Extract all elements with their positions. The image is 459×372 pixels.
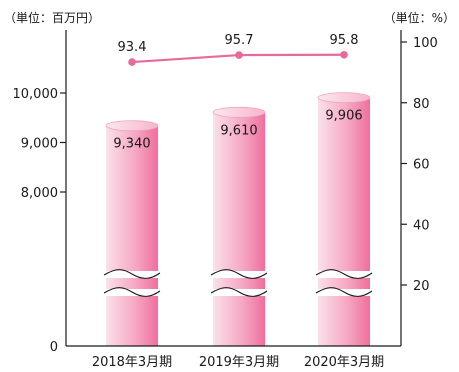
bar-3: [315, 92, 373, 346]
left-tick-label: 9,000: [21, 137, 58, 152]
line-point: [128, 58, 136, 66]
axis-break-mark: [103, 269, 161, 279]
left-tick-label: 8,000: [21, 186, 58, 201]
bar-cap: [212, 106, 266, 118]
axis-break-mark: [210, 269, 268, 279]
left-tick-label: 0: [50, 340, 58, 355]
bars-group: [103, 92, 373, 347]
line-data-label: 93.4: [118, 40, 147, 55]
bar-cap: [105, 120, 159, 132]
bar-body: [106, 125, 158, 346]
right-axis-unit-label: （単位：%）: [384, 10, 455, 25]
line-data-label: 95.7: [225, 33, 254, 48]
labels-group: 93.4 95.7 95.8 9,340 9,610 9,906: [113, 33, 362, 152]
right-tick-label: 20: [413, 279, 430, 294]
right-tick-label: 100: [413, 36, 438, 51]
axis-break-mark: [210, 287, 268, 297]
bar-data-label: 9,610: [220, 123, 257, 138]
x-tick-label: 2019年3月期: [199, 355, 279, 370]
left-tick-label: 10,000: [13, 87, 59, 102]
bar-2: [210, 106, 268, 347]
bar-body: [318, 97, 370, 346]
axis-break-mark: [315, 287, 373, 297]
right-tick-label: 40: [413, 218, 430, 233]
x-tick-label: 2020年3月期: [304, 355, 384, 370]
x-tick-label: 2018年3月期: [92, 355, 172, 370]
axis-break-mark: [315, 269, 373, 279]
bar-cap: [317, 92, 371, 104]
right-tick-label: 60: [413, 158, 430, 173]
bar-data-label: 9,906: [325, 109, 362, 124]
bar-1: [103, 120, 161, 346]
bar-data-label: 9,340: [113, 137, 150, 152]
right-tick-label: 80: [413, 97, 430, 112]
axis-break-mark: [103, 287, 161, 297]
bar-body: [213, 112, 265, 347]
axes-group: 0 8,000 9,000 10,000 20 40 60 80 100 （単位：百万円） （単位：…: [4, 10, 455, 370]
left-axis-unit-label: （単位：百万円）: [4, 10, 100, 25]
line-group: [128, 50, 348, 66]
line-point: [340, 50, 348, 59]
line-point: [235, 51, 243, 59]
line-data-label: 95.8: [330, 33, 359, 48]
